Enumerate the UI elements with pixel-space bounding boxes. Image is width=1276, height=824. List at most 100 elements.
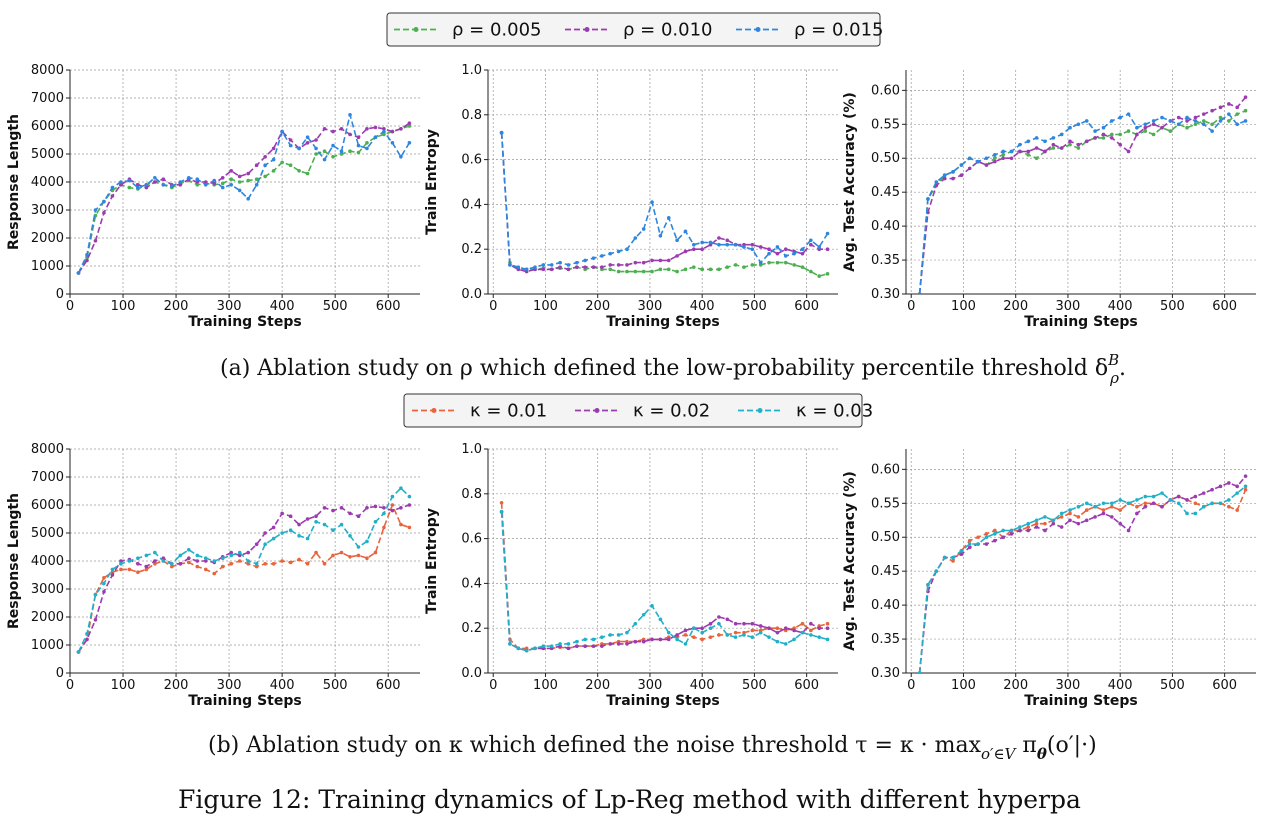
data-point (195, 564, 200, 569)
y-tick-label: 7000 (31, 470, 64, 485)
data-point (967, 166, 972, 171)
x-tick-label: 100 (533, 299, 558, 314)
data-point (246, 550, 250, 555)
data-point (254, 177, 259, 181)
data-point (549, 267, 554, 272)
data-point (356, 150, 361, 155)
data-point (1084, 518, 1089, 523)
data-point (1009, 149, 1014, 154)
data-point (683, 229, 688, 234)
data-point (382, 525, 386, 530)
data-point (541, 644, 546, 648)
x-tick-label: 100 (533, 678, 558, 693)
data-point (288, 143, 293, 148)
data-point (119, 562, 123, 566)
x-tick-label: 300 (638, 299, 663, 314)
data-point (600, 644, 604, 648)
x-tick-label: 400 (690, 678, 715, 693)
data-point (322, 522, 327, 527)
data-point (365, 539, 369, 544)
data-point (650, 269, 654, 274)
y-tick-label: 0.55 (871, 117, 900, 132)
data-point (499, 509, 504, 514)
data-point (1235, 112, 1239, 116)
y-tick-label: 4000 (31, 175, 64, 190)
data-point (533, 265, 537, 269)
data-point (683, 628, 688, 633)
data-point (390, 141, 395, 145)
data-point (1218, 105, 1223, 110)
data-point (1110, 132, 1114, 137)
x-tick-label: 0 (489, 299, 497, 314)
series-κ = 0.03 (76, 486, 412, 654)
data-point (675, 238, 679, 243)
data-point (967, 538, 972, 543)
data-point (951, 555, 955, 560)
data-point (1043, 521, 1047, 526)
series-line (918, 475, 1247, 673)
data-point (825, 626, 830, 630)
data-point (1101, 132, 1106, 137)
data-point (212, 559, 217, 563)
data-point (144, 185, 149, 190)
data-point (1059, 511, 1064, 516)
y-tick-label: 0.55 (871, 496, 900, 511)
data-point (390, 494, 395, 499)
data-point (1135, 511, 1139, 516)
data-point (775, 251, 780, 256)
data-point (1201, 504, 1206, 509)
data-point (1110, 136, 1114, 140)
data-point (1126, 501, 1131, 506)
data-point (641, 269, 646, 274)
data-point (229, 553, 234, 558)
series-κ = 0.01 (917, 487, 1248, 673)
legend-label: κ = 0.03 (796, 401, 873, 422)
data-point (1126, 112, 1131, 116)
data-point (407, 494, 412, 499)
y-tick-label: 0.6 (461, 532, 482, 547)
data-point (993, 538, 997, 543)
data-point (825, 247, 830, 251)
data-point (399, 486, 403, 491)
data-point (1084, 508, 1089, 512)
data-point (407, 525, 412, 530)
data-point (203, 183, 208, 187)
series-line (918, 109, 1246, 294)
legend-a-box (386, 12, 881, 47)
caption-b-tail: (o′|·) (1047, 733, 1097, 758)
data-point (800, 247, 805, 251)
legend-label: κ = 0.01 (470, 401, 547, 422)
data-point (1018, 142, 1022, 147)
data-point (220, 556, 225, 560)
x-tick-label: 500 (323, 299, 348, 314)
series-line (918, 96, 1247, 294)
chart-b-test-accuracy: 0 100 200 300 400 500 600 0.30 0.35 0.40 0.45 0.50 0… (842, 449, 1256, 709)
data-point (339, 149, 344, 153)
data-point (1110, 119, 1114, 123)
data-point (625, 642, 629, 646)
data-point (322, 562, 327, 566)
data-point (792, 637, 796, 642)
x-tick-label: 200 (164, 678, 189, 693)
data-point (280, 160, 284, 165)
series-line (77, 125, 410, 274)
data-point (1135, 504, 1139, 509)
data-point (144, 183, 149, 187)
legend-entry: ρ = 0.010 (565, 20, 712, 41)
data-point (263, 542, 267, 546)
x-tick-label: 100 (111, 678, 136, 693)
data-point (195, 177, 200, 181)
data-point (271, 562, 276, 566)
data-point (683, 642, 688, 646)
y-tick-label: 3000 (31, 582, 64, 597)
data-point (399, 506, 403, 510)
data-point (758, 260, 763, 265)
data-point (625, 247, 629, 251)
data-point (280, 511, 284, 516)
data-point (666, 216, 671, 220)
data-point (1201, 119, 1206, 123)
data-point (926, 197, 930, 201)
data-point (608, 642, 613, 646)
x-tick-label: 200 (1003, 299, 1028, 314)
series-line (918, 489, 1247, 673)
